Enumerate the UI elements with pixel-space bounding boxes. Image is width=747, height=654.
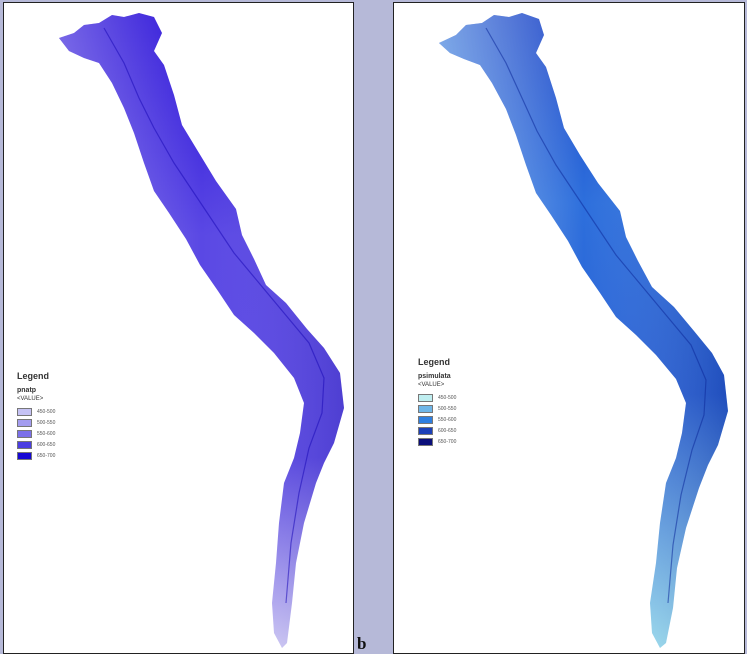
legend-item: 600-650 [418, 425, 456, 436]
ridge-lines-b [485, 27, 707, 604]
legend-item-label: 600-650 [438, 427, 457, 434]
legend-item: 500-550 [17, 417, 55, 428]
legend-item: 550-600 [17, 428, 55, 439]
legend-item-label: 550-600 [438, 416, 457, 423]
legend-swatch [17, 429, 32, 438]
legend-item-label: 450-500 [37, 408, 56, 415]
legend-swatch [418, 426, 433, 435]
river-basin-map-a [59, 13, 344, 648]
legend-item-label: 650-700 [438, 438, 457, 445]
legend-layer-name: psimulata [418, 373, 451, 380]
legend-swatch [418, 404, 433, 413]
legend-title: Legend [418, 357, 451, 367]
map-panel-a: Legend pnatp <VALUE> 450-500 500-550 550… [3, 2, 354, 654]
river-basin-map-b [439, 13, 728, 648]
legend-swatch [418, 415, 433, 424]
legend-a: Legend pnatp <VALUE> 450-500 500-550 550… [17, 371, 55, 461]
legend-item: 550-600 [418, 414, 456, 425]
legend-swatch [418, 393, 433, 402]
legend-field-name: <VALUE> [418, 382, 445, 388]
ridge-lines-a [103, 27, 325, 604]
basin-shading-b [439, 13, 728, 648]
legend-field-name: <VALUE> [17, 396, 44, 402]
legend-item-label: 650-700 [37, 452, 56, 459]
legend-item-label: 500-550 [438, 405, 457, 412]
legend-item-label: 550-600 [37, 430, 56, 437]
legend-item-label: 450-500 [438, 394, 457, 401]
map-panel-b: Legend psimulata <VALUE> 450-500 500-550… [393, 2, 745, 654]
legend-item: 600-650 [17, 439, 55, 450]
legend-swatch [17, 407, 32, 416]
legend-item: 650-700 [418, 436, 456, 447]
legend-item-label: 500-550 [37, 419, 56, 426]
legend-item-label: 600-650 [37, 441, 56, 448]
legend-swatch [418, 437, 433, 446]
legend-item: 500-550 [418, 403, 456, 414]
legend-swatch [17, 440, 32, 449]
panel-label-b: b [357, 634, 367, 653]
legend-swatch [17, 418, 32, 427]
legend-item: 650-700 [17, 450, 55, 461]
basin-shading-a [59, 13, 344, 648]
legend-item: 450-500 [17, 406, 55, 417]
legend-item: 450-500 [418, 392, 456, 403]
legend-b: Legend psimulata <VALUE> 450-500 500-550… [418, 357, 456, 447]
legend-title: Legend [17, 371, 50, 381]
legend-layer-name: pnatp [17, 387, 37, 394]
legend-swatch [17, 451, 32, 460]
